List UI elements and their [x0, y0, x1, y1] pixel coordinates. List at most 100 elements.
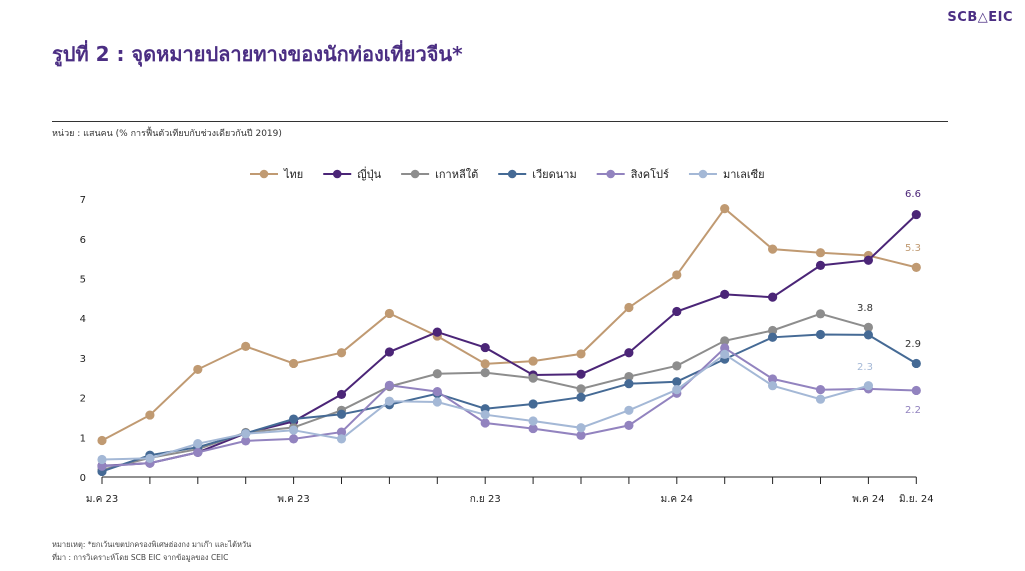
x-tick-label: ก.ย 23	[470, 494, 501, 505]
data-point	[815, 260, 826, 270]
legend-label: สิงคโปร์	[630, 167, 669, 181]
data-point	[576, 369, 586, 379]
data-point	[672, 306, 682, 317]
series-มาเลเซีย	[97, 349, 874, 465]
data-point	[624, 379, 634, 389]
data-point	[97, 435, 107, 446]
legend-swatch-marker	[507, 169, 517, 179]
data-point	[336, 427, 347, 437]
data-point	[768, 292, 778, 302]
data-point	[193, 439, 203, 449]
data-label: 5.3	[905, 243, 921, 254]
data-point	[768, 244, 778, 254]
legend-label: เกาหลีใต้	[435, 168, 478, 181]
data-point	[815, 248, 826, 258]
data-point	[528, 416, 538, 426]
data-point	[336, 389, 347, 400]
x-tick-label: พ.ค 24	[852, 494, 884, 505]
data-point	[863, 255, 874, 265]
data-point	[336, 409, 347, 419]
data-point	[815, 394, 826, 404]
data-point	[576, 384, 586, 394]
data-point	[815, 385, 826, 395]
unit-note: หน่วย : แสนคน (% การฟื้นตัวเทียบกับช่วงเ…	[52, 129, 282, 139]
data-point	[624, 302, 634, 313]
data-point	[289, 414, 299, 424]
data-point	[576, 349, 586, 359]
data-point	[576, 392, 586, 402]
legend-swatch-marker	[606, 169, 616, 179]
y-tick-label: 6	[80, 235, 86, 246]
source-note: ที่มา : การวิเคราะห์โดย SCB EIC จากข้อมู…	[52, 553, 229, 562]
series-line	[101, 333, 917, 473]
data-label: 2.3	[857, 362, 873, 373]
data-point	[384, 308, 394, 319]
data-label: 2.2	[905, 405, 921, 416]
data-point	[241, 429, 251, 439]
x-axis: ม.ค 23 พ.ค 23 ก.ย 23 ม.ค 24 พ.ค 24 มิ.ย. 24	[86, 476, 934, 505]
data-point	[480, 342, 490, 353]
brand-logo: SCB△EIC	[947, 10, 1013, 25]
data-point	[672, 377, 682, 387]
data-point	[432, 387, 442, 397]
data-point	[624, 348, 634, 358]
data-point	[384, 347, 394, 357]
y-tick-label: 2	[80, 394, 86, 405]
data-point	[768, 325, 778, 336]
y-tick-label: 5	[80, 275, 86, 286]
data-point	[480, 367, 490, 378]
series-เกาหลีใต้	[97, 309, 874, 475]
data-point	[241, 341, 251, 351]
data-point	[720, 336, 730, 346]
data-point	[768, 332, 778, 342]
x-tick-label: พ.ค 23	[277, 494, 309, 505]
legend-label: มาเลเซีย	[723, 168, 765, 181]
data-point	[97, 461, 107, 471]
footnote: หมายเหตุ: *ยกเว้นเขตปกครองพิเศษฮ่องกง มา…	[52, 540, 252, 549]
data-point	[528, 399, 538, 409]
series-line	[101, 213, 917, 467]
data-point	[289, 434, 299, 444]
data-point	[576, 430, 586, 440]
data-point	[911, 262, 921, 272]
data-point	[720, 349, 730, 359]
legend-label: ไทย	[283, 168, 303, 181]
legend: ไทย ญี่ปุ่น เกาหลีใต้ เวียดนาม สิงคโปร์ มาเลเ…	[250, 166, 765, 181]
data-point	[289, 425, 299, 435]
y-tick-label: 0	[80, 473, 86, 484]
data-point	[768, 381, 778, 391]
data-point	[480, 359, 490, 369]
page-title: รูปที่ 2 : จุดหมายปลายทางของนักท่องเที่ย…	[52, 42, 463, 66]
legend-swatch-marker	[332, 169, 342, 179]
y-tick-label: 4	[80, 314, 86, 325]
data-point	[193, 364, 203, 375]
end-labels: 5.3 6.6 3.8 2.9 2.2 2.3	[857, 189, 921, 416]
series-ญี่ปุ่น	[97, 209, 921, 471]
x-tick-label: มิ.ย. 24	[899, 494, 934, 505]
data-point	[480, 410, 490, 420]
title-divider	[52, 121, 948, 122]
data-point	[672, 385, 682, 395]
data-point	[289, 358, 299, 369]
y-axis-ticks: 0 1 2 3 4 5 6 7	[80, 195, 86, 484]
data-point	[863, 381, 874, 391]
legend-swatch-marker	[410, 169, 420, 179]
x-tick-label: ม.ค 23	[86, 494, 118, 505]
data-point	[863, 330, 874, 340]
series-สิงคโปร์	[97, 343, 921, 471]
data-point	[432, 327, 442, 337]
legend-label: เวียดนาม	[532, 168, 576, 181]
y-tick-label: 3	[80, 354, 86, 365]
data-point	[145, 410, 155, 420]
data-point	[672, 361, 682, 371]
data-point	[480, 418, 490, 428]
data-point	[624, 420, 634, 430]
data-point	[97, 454, 107, 465]
data-point	[336, 348, 347, 358]
data-label: 3.8	[857, 303, 873, 314]
data-point	[911, 209, 921, 220]
data-point	[384, 380, 394, 390]
data-point	[911, 358, 921, 369]
data-point	[815, 309, 826, 319]
y-tick-label: 7	[80, 195, 86, 206]
